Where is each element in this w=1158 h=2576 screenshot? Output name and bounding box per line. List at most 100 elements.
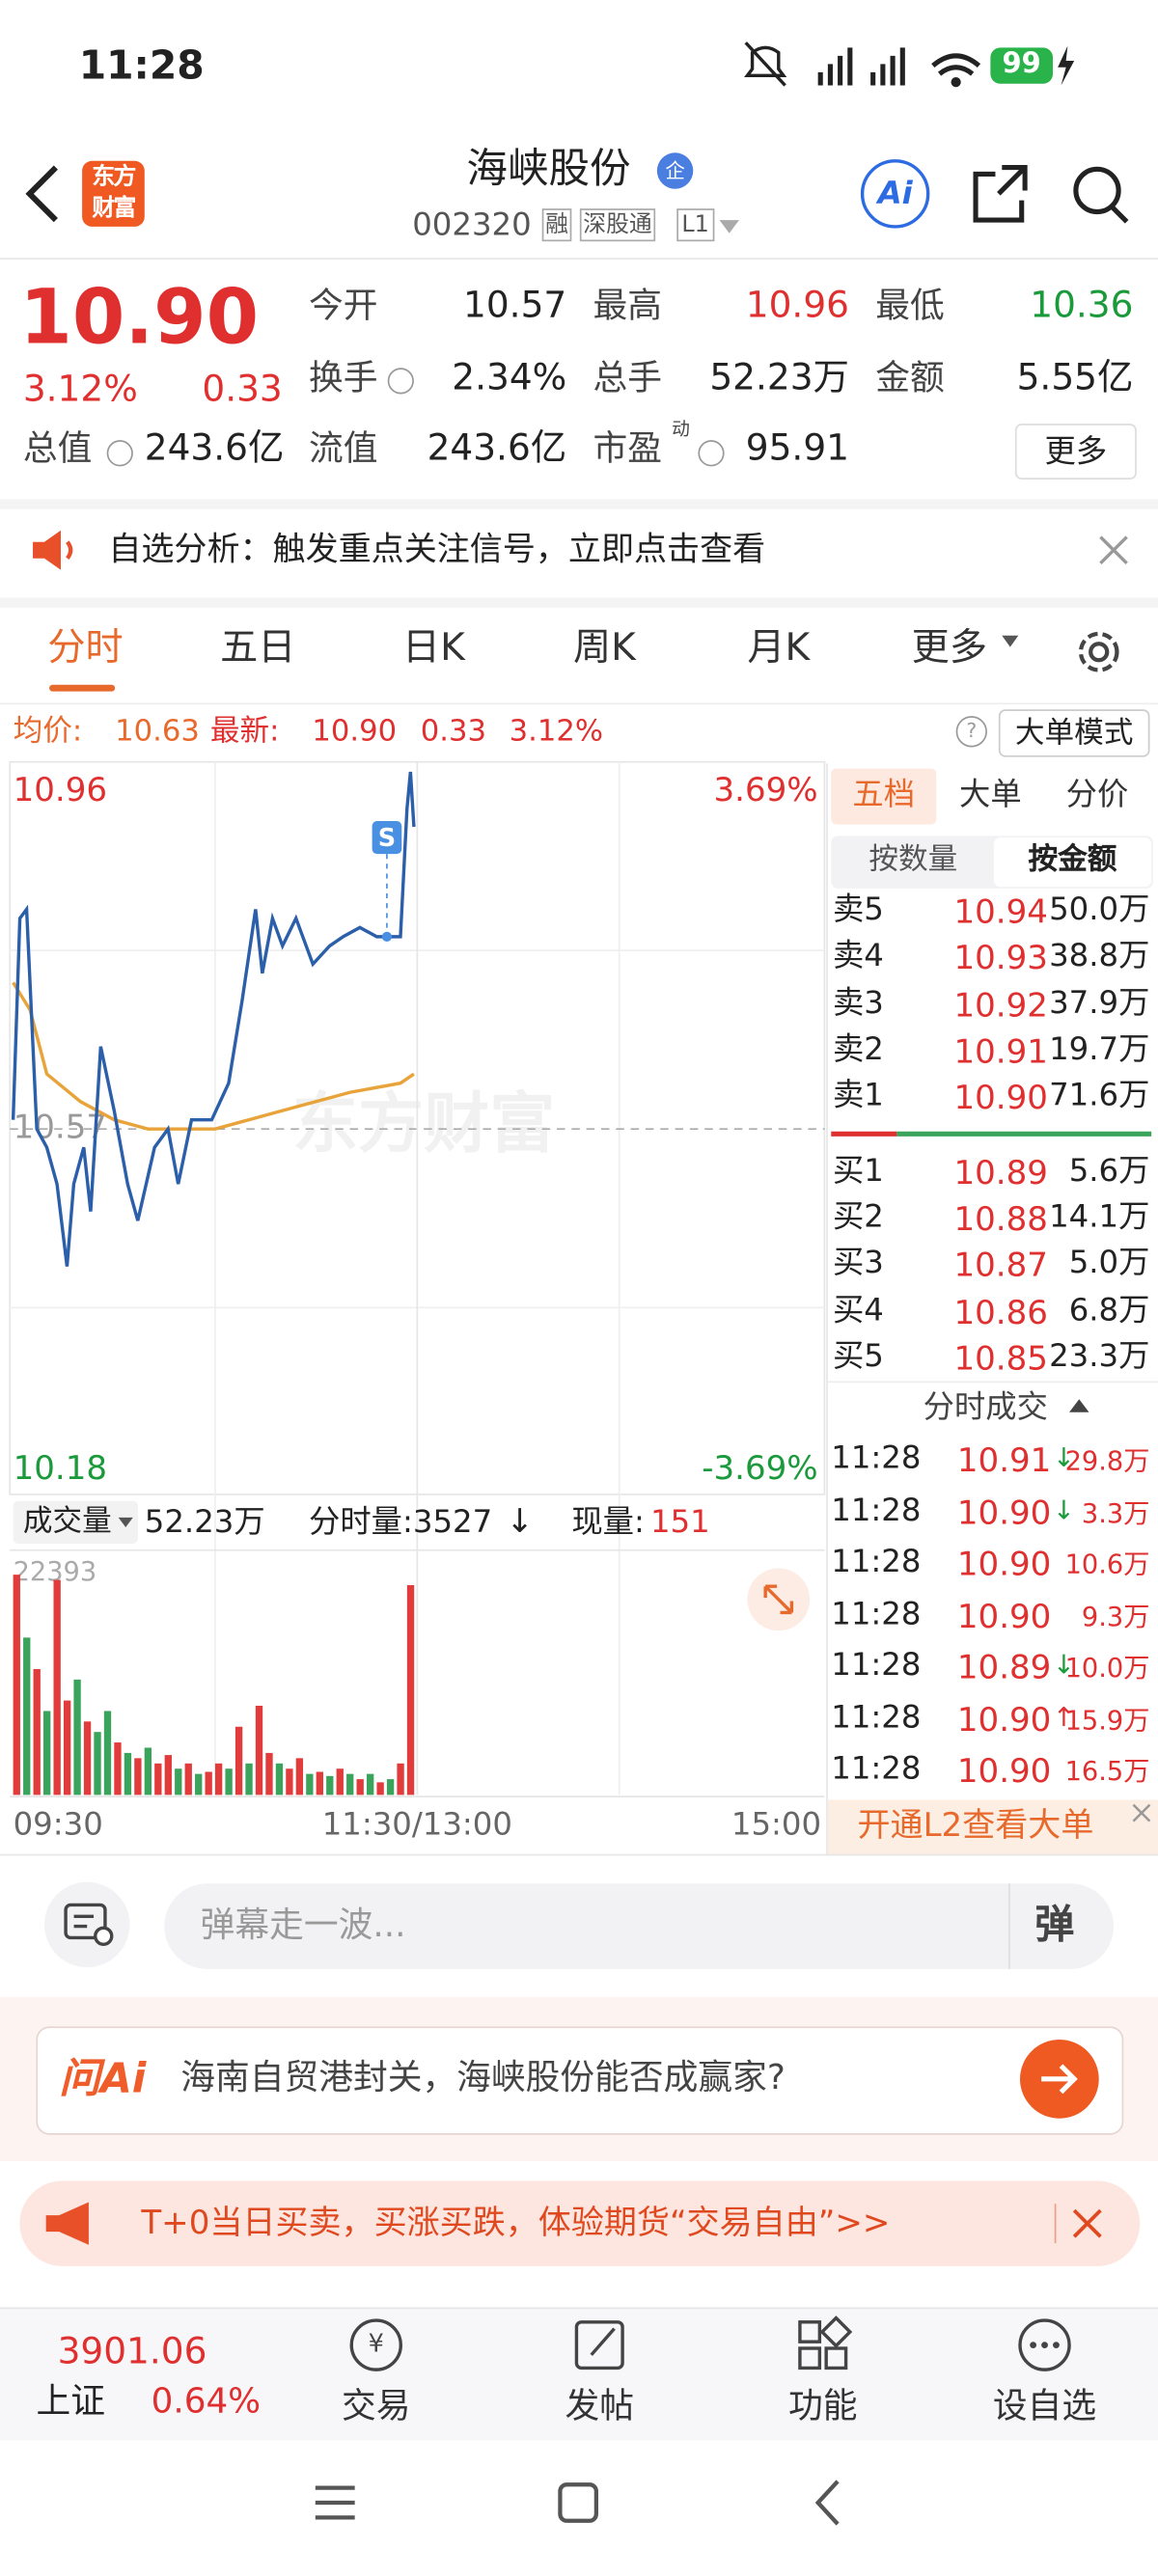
dropdown-icon[interactable]	[1001, 634, 1020, 650]
volume-bar	[286, 1768, 293, 1795]
trade-price: 10.90	[956, 1596, 1052, 1636]
dropdown-icon[interactable]	[716, 217, 742, 236]
l2-banner[interactable]	[827, 1799, 1158, 1856]
back-button[interactable]	[19, 161, 69, 227]
y-tick-label: 10.18	[14, 1449, 107, 1488]
avg-value: 10.63	[115, 714, 200, 750]
system-nav[interactable]	[295, 2472, 870, 2537]
nav-item[interactable]: 交易	[342, 2386, 411, 2426]
trade-price: 10.90	[956, 1750, 1052, 1791]
tab-underline	[49, 684, 116, 692]
dropdown-icon[interactable]	[118, 1517, 135, 1531]
x-tick-label: 11:30/13:00	[322, 1806, 512, 1843]
trades-title[interactable]: 分时成交	[923, 1388, 1048, 1426]
big-order-mode[interactable]: 大单模式	[998, 709, 1150, 757]
volume-bar	[386, 1779, 395, 1795]
field-label-sup: 动	[672, 419, 690, 441]
trade-time: 11:28	[831, 1750, 922, 1787]
promo-banner[interactable]	[19, 2180, 1141, 2266]
settings-icon[interactable]	[1071, 624, 1127, 680]
book-tab[interactable]: 分价	[1065, 777, 1129, 813]
tab[interactable]: 更多	[911, 627, 987, 671]
more-button[interactable]: 更多	[1014, 424, 1137, 480]
annotation-text: S	[378, 824, 396, 853]
book-tab[interactable]: 五档	[852, 777, 916, 813]
book-volume: 14.1万	[1049, 1198, 1150, 1235]
book-price: 10.94	[953, 891, 1048, 932]
book-price: 10.88	[953, 1198, 1048, 1239]
close-icon[interactable]	[1071, 2207, 1104, 2240]
volume-bar	[94, 1732, 101, 1795]
book-label: 买3	[832, 1245, 884, 1281]
danmu-icon	[64, 1903, 114, 1946]
index-change[interactable]: 0.64%	[151, 2381, 262, 2421]
index-name[interactable]: 上证	[36, 2381, 105, 2421]
volume-bar	[33, 1668, 41, 1795]
close-icon[interactable]	[1130, 1801, 1153, 1824]
ask-question[interactable]: 海南自贸港封关，海峡股份能否成赢家?	[180, 2057, 786, 2097]
info-icon[interactable]	[698, 440, 725, 467]
volume-bar	[326, 1775, 334, 1795]
volume-bar	[316, 1771, 323, 1795]
danmu-placeholder[interactable]: 弹幕走一波...	[200, 1905, 406, 1945]
close-icon[interactable]	[1097, 534, 1130, 566]
volume-bar	[134, 1758, 142, 1795]
nav-item[interactable]: 设自选	[992, 2386, 1097, 2426]
banner-text[interactable]: 自选分析：触发重点关注信号，立即点击查看	[108, 529, 766, 568]
megaphone-icon	[45, 2202, 89, 2245]
trade-arrow: ↓	[1053, 1648, 1075, 1681]
nav-item[interactable]: 发帖	[565, 2386, 635, 2426]
divider	[1054, 2204, 1057, 2244]
nav-item[interactable]: 功能	[788, 2386, 858, 2426]
divider	[0, 499, 1158, 509]
tab[interactable]: 周K	[572, 627, 636, 671]
book-subtab[interactable]: 按金额	[1028, 842, 1117, 877]
volume-bar	[144, 1747, 152, 1795]
book-price: 10.90	[953, 1077, 1048, 1117]
danmu-input[interactable]	[164, 1883, 1115, 1969]
volume-label: 成交量	[22, 1504, 112, 1539]
bottom-bar	[0, 2307, 1158, 2441]
field-value: 2.34%	[452, 358, 567, 399]
app-logo[interactable]: 东方财富	[82, 160, 145, 227]
tab[interactable]: 五日	[220, 627, 296, 671]
collapse-icon[interactable]	[1067, 1397, 1090, 1413]
trade-volume: 10.0万	[1064, 1652, 1150, 1684]
ask-box[interactable]	[36, 2026, 1124, 2135]
arrow: ↓	[506, 1500, 534, 1541]
volume-selector[interactable]	[13, 1500, 138, 1544]
book-label: 卖1	[832, 1077, 884, 1114]
book-volume: 37.9万	[1049, 985, 1150, 1022]
volume-bar	[103, 1711, 112, 1795]
field-value: 10.57	[463, 286, 567, 327]
book-volume: 23.3万	[1049, 1338, 1150, 1375]
info-icon[interactable]	[106, 440, 133, 467]
tab[interactable]: 日K	[401, 627, 465, 671]
tag: 融	[541, 208, 572, 242]
danmu-toggle[interactable]: 弹	[1034, 1902, 1075, 1948]
promo-text[interactable]: T+0当日买卖，买涨买跌，体验期货“交易自由”>>	[141, 2202, 891, 2242]
volume-bar	[13, 1575, 20, 1795]
nav-icons: ¥	[349, 2316, 1071, 2371]
ask-logo: 问Ai	[59, 2054, 147, 2102]
l2-text[interactable]: 开通L2查看大单	[857, 1804, 1094, 1845]
book-volume: 5.6万	[1068, 1152, 1150, 1190]
book-subtab[interactable]: 按数量	[868, 842, 958, 877]
expand-icon	[763, 1584, 794, 1615]
volume-bar	[336, 1768, 344, 1795]
tab[interactable]: 月K	[747, 627, 811, 671]
minute-volume: 分时量:3527	[308, 1504, 493, 1541]
index-value[interactable]: 3901.06	[57, 2331, 207, 2373]
stock-name: 海峡股份	[466, 144, 631, 193]
help-icon[interactable]: ?	[955, 716, 987, 748]
tab[interactable]: 分时	[47, 627, 124, 671]
header-icons[interactable]	[969, 161, 1133, 227]
ai-button[interactable]: Ai	[860, 159, 930, 229]
volume-bar	[114, 1742, 122, 1795]
badge: 企	[656, 152, 694, 189]
ask-submit[interactable]	[1018, 2038, 1100, 2120]
volume-bar	[406, 1585, 415, 1795]
divider	[1008, 1883, 1010, 1969]
info-icon[interactable]	[387, 368, 414, 395]
book-tab[interactable]: 大单	[958, 777, 1022, 813]
